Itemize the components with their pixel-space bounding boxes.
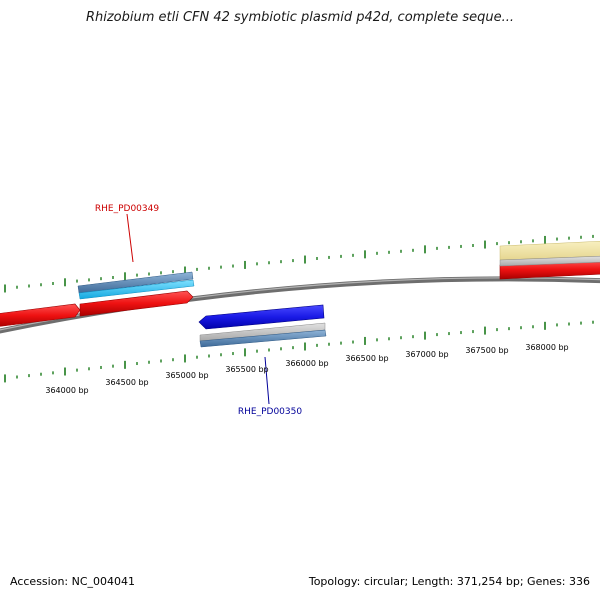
gene-leader-line-rhe-pd00350: [264, 356, 270, 405]
scale-tick-ring: [4, 320, 594, 383]
gene-label-rhe-pd00349[interactable]: RHE_PD00349: [95, 204, 159, 214]
scale-tick-label: 366500 bp: [345, 354, 388, 363]
scale-tick-label: 364000 bp: [45, 386, 88, 395]
scale-tick-label: 366000 bp: [285, 359, 328, 368]
gene-bar-steel-rhe-pd00350[interactable]: [199, 329, 327, 348]
forward-cds-arrow[interactable]: [0, 303, 81, 327]
gene-label-rhe-pd00350[interactable]: RHE_PD00350: [238, 407, 302, 417]
gene-bar-lower-rhe-pd00349[interactable]: [77, 271, 194, 294]
map-title: Rhizobium etli CFN 42 symbiotic plasmid …: [85, 10, 515, 25]
reverse-cds-arrow-rhe-pd00350[interactable]: [198, 304, 325, 330]
accession-text: Accession: NC_004041: [10, 575, 136, 588]
map-summary-text: Topology: circular; Length: 371,254 bp; …: [308, 575, 590, 588]
forward-cds-arrow-rhe-pd00349[interactable]: [79, 290, 194, 317]
misc-feature-right[interactable]: [499, 240, 600, 261]
gene-leader-line-rhe-pd00349: [126, 213, 134, 263]
gene-bar-right[interactable]: [499, 255, 600, 267]
gene-bar-upper-rhe-pd00349[interactable]: [78, 279, 195, 300]
scale-tick-label: 368000 bp: [525, 343, 568, 352]
scale-tick-label: 365500 bp: [225, 365, 268, 374]
scale-tick-label: 365000 bp: [165, 371, 208, 380]
scale-tick-label: 367500 bp: [465, 346, 508, 355]
plasmid-backbone: [0, 276, 600, 334]
scale-tick-label: 367000 bp: [405, 350, 448, 359]
scale-tick-label: 364500 bp: [105, 378, 148, 387]
scale-tick-labels: 364000 bp 364500 bp 365000 bp 365500 bp …: [45, 343, 568, 395]
